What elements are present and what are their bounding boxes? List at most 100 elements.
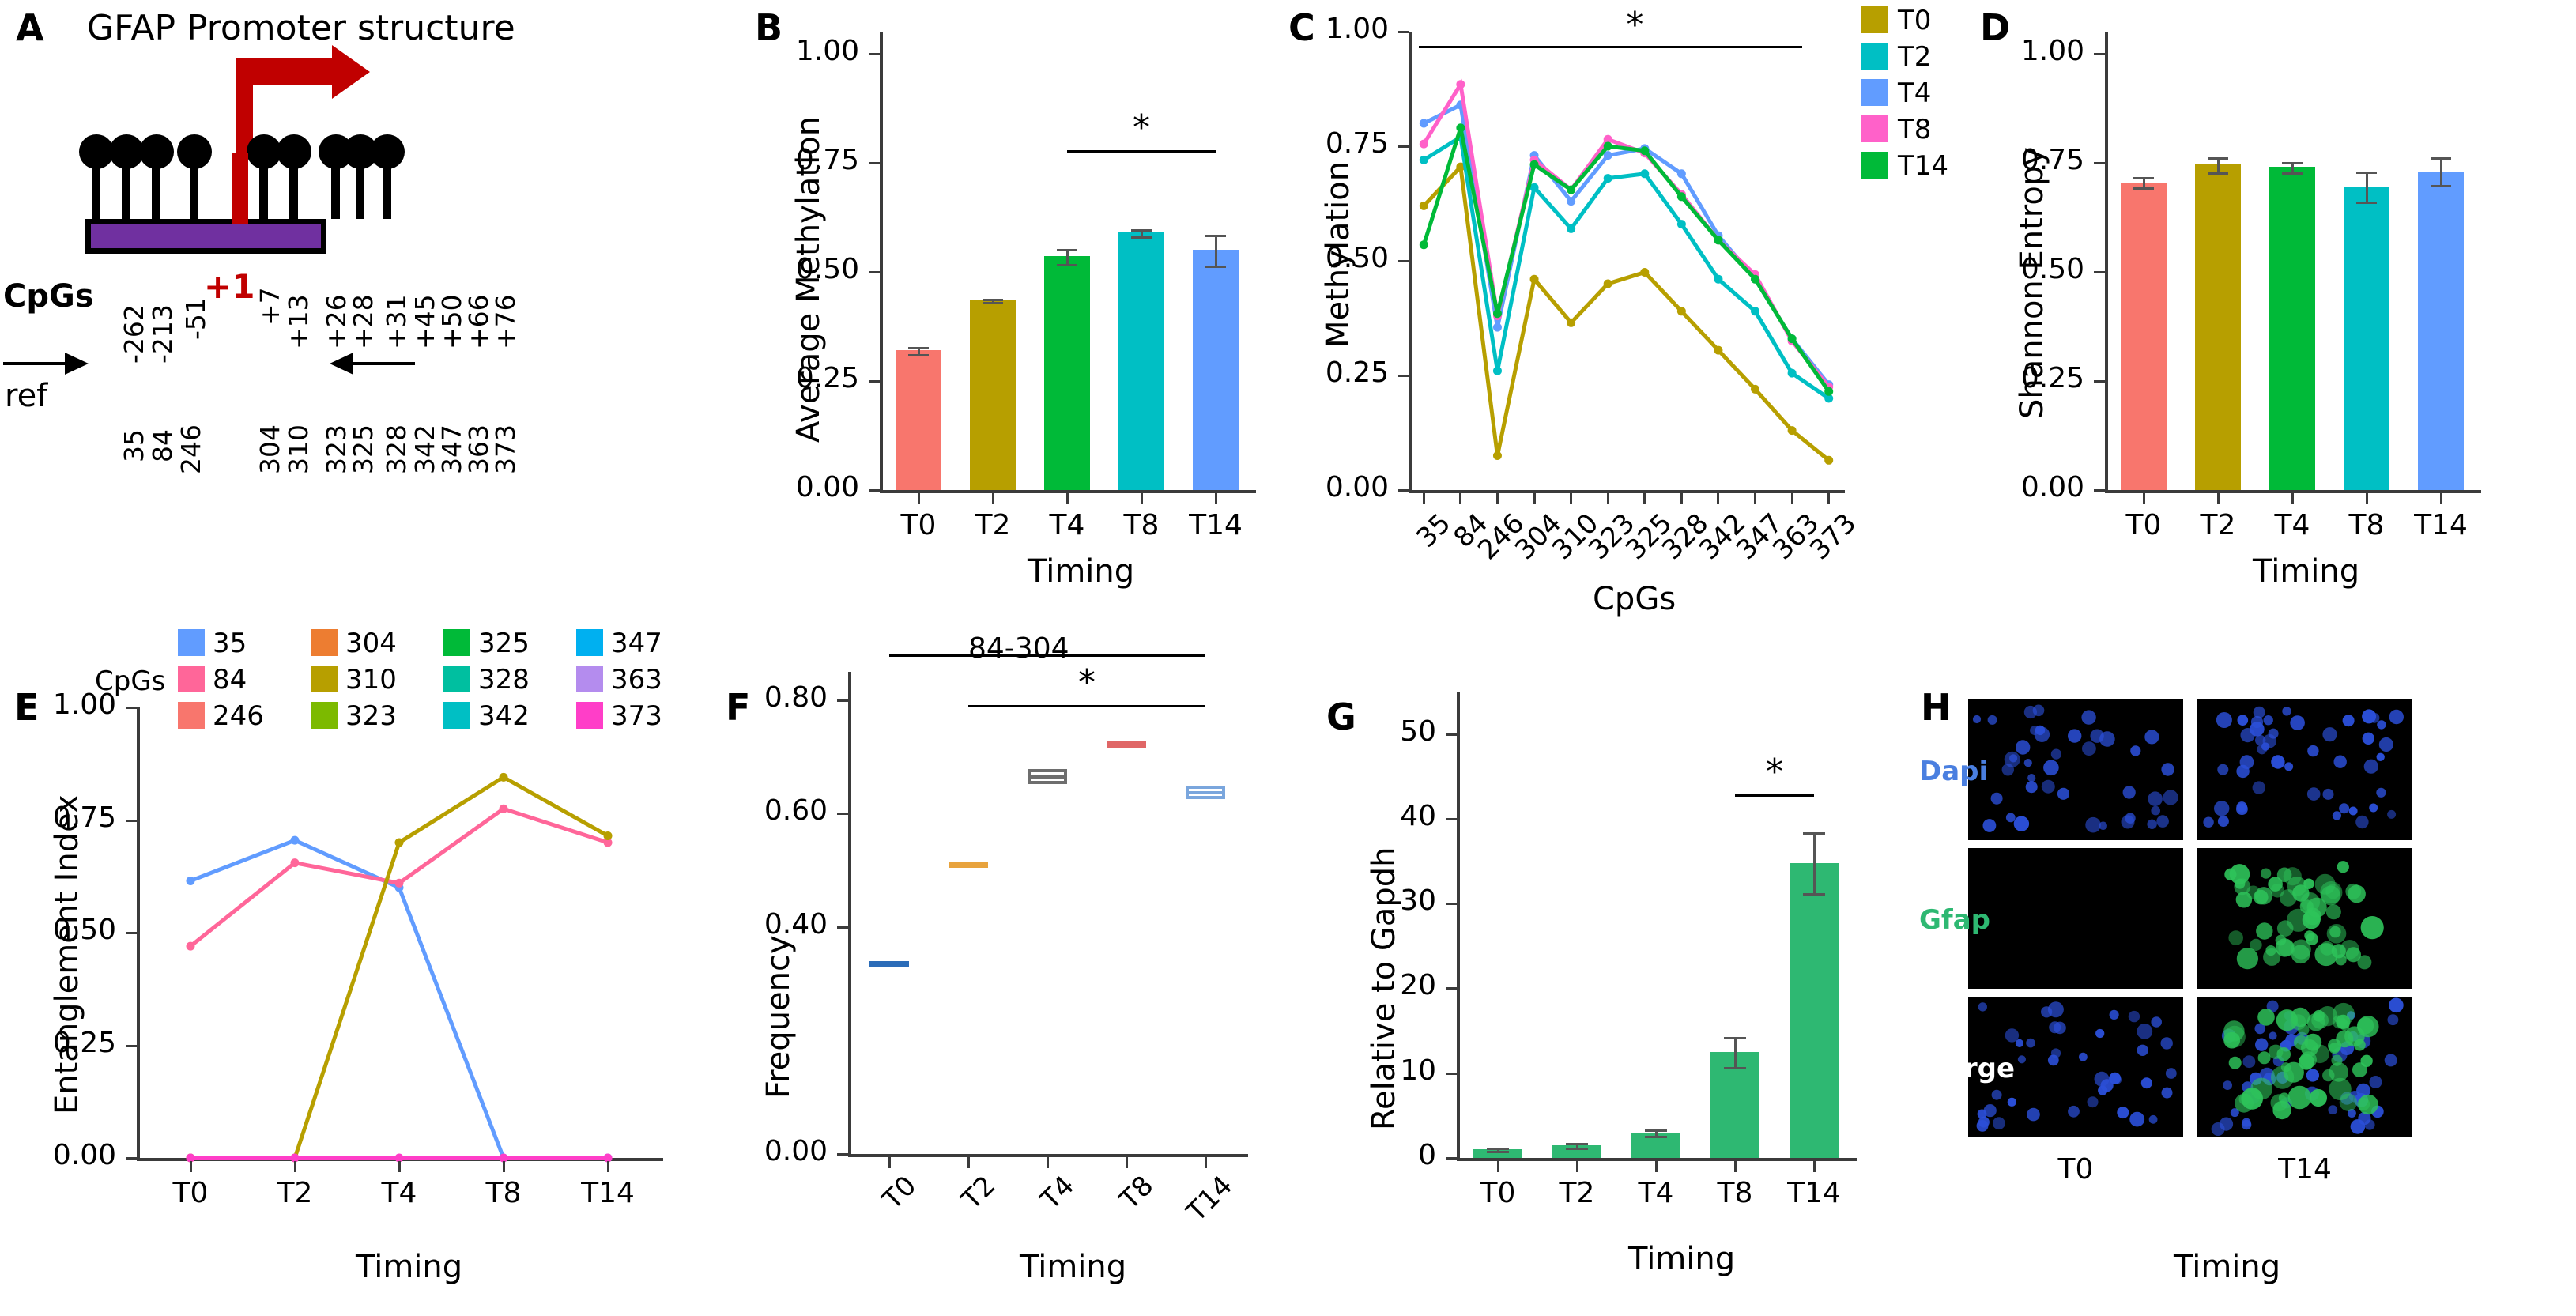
point-T14-342 [1714,236,1723,245]
error-cap-top [2133,176,2154,179]
point-310-T14 [603,831,613,840]
x-tick-label: T2 [1559,1177,1595,1209]
point-T2-342 [1714,274,1723,284]
significance-line [1735,794,1814,797]
ref-pos-label: 35 [119,429,149,462]
legend-label-323: 323 [345,700,397,732]
error-cap-top [1645,1129,1667,1132]
y-tick-mark [1446,733,1457,736]
bar [1043,256,1091,490]
legend-swatch-35 [178,629,205,656]
x-tick-label: T2 [975,509,1011,541]
error-cap-top [1057,248,1077,251]
panel-d: D Shannon Entropy 0.00 0.25 0.50 0.75 1.00 T0… [1968,0,2569,590]
point-T14-84 [1456,123,1465,133]
y-tick-label: 0.25 [1325,356,1389,389]
panel-d-xlabel: Timing [2253,553,2360,590]
bar [969,300,1016,490]
x-axis-line [1409,490,1845,493]
point-T4-328 [1676,169,1686,179]
bar [2269,167,2316,490]
point-T14-246 [1492,309,1502,319]
point-T14-328 [1676,192,1686,202]
point-T14-323 [1603,141,1612,151]
y-tick-label: 20 [1400,969,1436,1002]
x-tick-mark [2365,493,2368,504]
y-tick-label: 0.25 [795,361,859,394]
significance-star: * [1766,752,1783,792]
x-tick-mark [1643,493,1646,504]
panel-h-letter: H [1921,686,1952,729]
y-tick-mark [126,1044,137,1047]
panel-b: B Average Methylation 0.00 0.25 0.50 0.75 1.… [743,0,1296,590]
panel-h-grid: Dapi Gfap Merge T0 T14 [1919,699,2427,1186]
point-T0-35 [1419,201,1428,210]
x-tick-label: T0 [1480,1177,1516,1209]
y-tick-label: 0.00 [1325,471,1389,503]
bar [2417,171,2465,490]
x-tick-mark [1790,493,1793,504]
x-tick-label: T2 [2200,509,2236,541]
cpgs-label: CpGs [3,278,94,315]
cpg-pos-label: -262 [119,304,149,364]
legend-swatch-T0 [1861,6,1888,33]
y-tick-mark [2094,161,2105,164]
y-tick-mark [126,819,137,822]
error-bar [1065,248,1069,265]
micrograph-image [1968,997,2183,1137]
error-cap-top [2431,157,2451,160]
bar [895,350,942,490]
x-tick-label: T14 [581,1177,635,1209]
x-tick-mark [1065,493,1069,504]
x-tick-label: T4 [2274,509,2310,541]
x-tick-mark [2439,493,2442,504]
panel-h-xlabel: Timing [2174,1249,2281,1285]
ref-pos-label: 328 [381,424,412,474]
x-tick-label: T8 [1717,1177,1753,1209]
y-tick-mark [837,699,848,702]
y-tick-label: 0.75 [1325,127,1389,160]
y-tick-label: 0.60 [764,794,828,828]
x-tick-mark [1125,1157,1128,1168]
panel-e-legend-title: CpGs [95,666,166,697]
micrograph-Merge-T14 [2197,997,2412,1137]
error-bar [1575,1142,1578,1148]
x-tick-mark [1812,1161,1816,1172]
x-tick-label: T14 [1189,509,1243,541]
legend-swatch-T4 [1861,79,1888,106]
panel-e-letter: E [14,686,40,729]
y-tick-mark [1398,260,1409,262]
y-tick-mark [2094,489,2105,492]
x-tick-label: T4 [1049,509,1085,541]
y-tick-mark [1398,489,1409,492]
cpg-pos-label: +28 [348,294,379,349]
x-tick-label: T8 [2348,509,2385,541]
error-cap-bottom [1057,264,1077,267]
x-tick-label: T2 [277,1177,313,1209]
row-label-Merge: Merge [1919,1053,2016,1084]
legend-label-84: 84 [213,664,247,696]
point-373-T0 [186,1153,195,1163]
tss-marker [232,153,248,224]
error-cap-bottom [2133,187,2154,190]
error-bar [1140,228,1143,236]
error-bar [2365,171,2368,202]
x-tick-label: T0 [877,1170,923,1216]
legend-label-T4: T4 [1898,77,1932,109]
point-T4-310 [1567,197,1576,206]
y-axis-line [1409,32,1412,492]
x-tick-mark [293,1161,296,1172]
legend-label-373: 373 [611,700,662,732]
point-84-T4 [394,878,404,888]
y-tick-label: 0.75 [2020,143,2084,176]
error-cap-top [1803,832,1825,835]
bar [2194,164,2242,490]
x-tick-mark [1422,493,1425,504]
box-median-T0 [869,961,909,965]
error-cap-bottom [1487,1151,1509,1154]
legend-label-T8: T8 [1898,114,1932,145]
y-tick-label: 0.25 [52,1026,116,1059]
legend-swatch-304 [311,629,338,656]
legend-swatch-328 [443,666,470,692]
box-median-T4 [1028,775,1067,779]
